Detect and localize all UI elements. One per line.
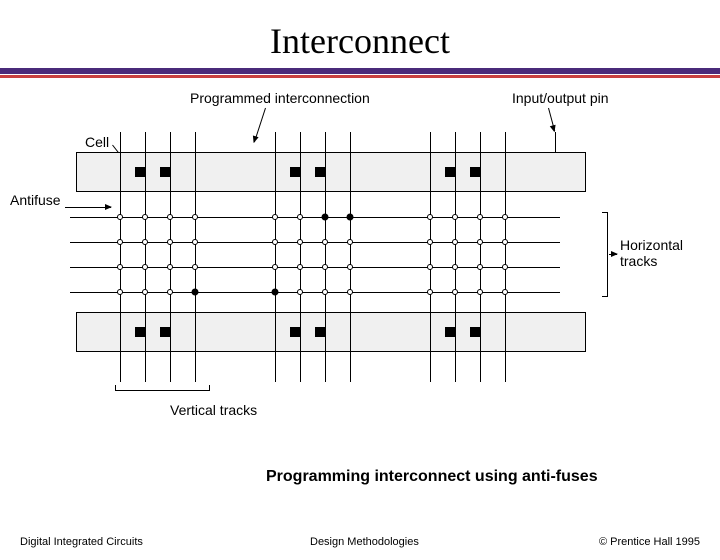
- cell-square: [445, 327, 455, 337]
- antifuse-open: [272, 214, 278, 220]
- antifuse-open: [297, 264, 303, 270]
- antifuse-programmed: [272, 289, 279, 296]
- interconnect-diagram: Programmed interconnection Input/output …: [0, 82, 720, 442]
- vertical-track: [195, 132, 196, 382]
- antifuse-open: [192, 239, 198, 245]
- vertical-track: [120, 132, 121, 382]
- io-pin-stub: [555, 132, 556, 152]
- vertical-track: [300, 132, 301, 382]
- vertical-track: [430, 132, 431, 382]
- antifuse-open: [477, 214, 483, 220]
- antifuse-open: [192, 264, 198, 270]
- cell-square: [290, 167, 300, 177]
- antifuse-open: [117, 264, 123, 270]
- title-rule-1: [0, 68, 720, 74]
- antifuse-open: [502, 289, 508, 295]
- antifuse-open: [322, 289, 328, 295]
- antifuse-open: [272, 264, 278, 270]
- cell-square: [470, 327, 480, 337]
- bracket-htracks-tick: [609, 254, 617, 255]
- arrow-antifuse: [65, 207, 111, 208]
- antifuse-open: [117, 289, 123, 295]
- antifuse-open: [322, 264, 328, 270]
- label-cell: Cell: [85, 134, 109, 150]
- cell-square: [160, 167, 170, 177]
- antifuse-open: [167, 239, 173, 245]
- antifuse-open: [427, 214, 433, 220]
- vertical-track: [505, 132, 506, 382]
- cell-square: [135, 327, 145, 337]
- antifuse-open: [167, 289, 173, 295]
- label-vtracks: Vertical tracks: [170, 402, 257, 418]
- antifuse-open: [427, 289, 433, 295]
- cell-square: [290, 327, 300, 337]
- antifuse-open: [297, 289, 303, 295]
- cell-square: [470, 167, 480, 177]
- label-programmed: Programmed interconnection: [190, 90, 370, 106]
- title-rule-2: [0, 75, 720, 78]
- cell-square: [135, 167, 145, 177]
- cell-square: [315, 167, 325, 177]
- vertical-track: [170, 132, 171, 382]
- bracket-htracks: [602, 212, 608, 297]
- antifuse-open: [452, 289, 458, 295]
- label-antifuse: Antifuse: [10, 192, 61, 208]
- antifuse-open: [477, 239, 483, 245]
- antifuse-open: [272, 239, 278, 245]
- antifuse-open: [452, 239, 458, 245]
- antifuse-open: [142, 214, 148, 220]
- page-title: Interconnect: [0, 20, 720, 62]
- caption: Programming interconnect using anti-fuse…: [266, 468, 598, 486]
- antifuse-open: [167, 264, 173, 270]
- antifuse-open: [452, 214, 458, 220]
- vertical-track: [145, 132, 146, 382]
- cell-square: [315, 327, 325, 337]
- antifuse-open: [427, 264, 433, 270]
- footer-left: Digital Integrated Circuits: [20, 536, 143, 548]
- vertical-track: [480, 132, 481, 382]
- footer-mid: Design Methodologies: [310, 536, 419, 548]
- antifuse-open: [142, 264, 148, 270]
- antifuse-open: [347, 264, 353, 270]
- cell-square: [445, 167, 455, 177]
- antifuse-open: [452, 264, 458, 270]
- antifuse-programmed: [192, 289, 199, 296]
- antifuse-open: [297, 214, 303, 220]
- arrow-iopin: [548, 108, 555, 131]
- antifuse-open: [142, 289, 148, 295]
- antifuse-open: [477, 264, 483, 270]
- arrow-programmed: [254, 108, 266, 143]
- label-htracks: Horizontal tracks: [620, 237, 683, 269]
- antifuse-open: [502, 239, 508, 245]
- antifuse-open: [347, 289, 353, 295]
- antifuse-programmed: [347, 214, 354, 221]
- antifuse-open: [347, 239, 353, 245]
- antifuse-open: [322, 239, 328, 245]
- vertical-track: [275, 132, 276, 382]
- antifuse-open: [142, 239, 148, 245]
- antifuse-open: [117, 239, 123, 245]
- vertical-track: [325, 132, 326, 382]
- antifuse-open: [502, 214, 508, 220]
- vertical-track: [455, 132, 456, 382]
- footer-right: © Prentice Hall 1995: [599, 536, 700, 548]
- antifuse-open: [477, 289, 483, 295]
- antifuse-open: [167, 214, 173, 220]
- antifuse-open: [117, 214, 123, 220]
- antifuse-open: [297, 239, 303, 245]
- antifuse-programmed: [322, 214, 329, 221]
- antifuse-open: [502, 264, 508, 270]
- antifuse-open: [427, 239, 433, 245]
- cell-square: [160, 327, 170, 337]
- label-iopin: Input/output pin: [512, 90, 609, 106]
- antifuse-open: [192, 214, 198, 220]
- cell-row-1: [76, 312, 586, 352]
- vertical-track: [350, 132, 351, 382]
- bracket-vtracks: [115, 385, 210, 391]
- cell-row-0: [76, 152, 586, 192]
